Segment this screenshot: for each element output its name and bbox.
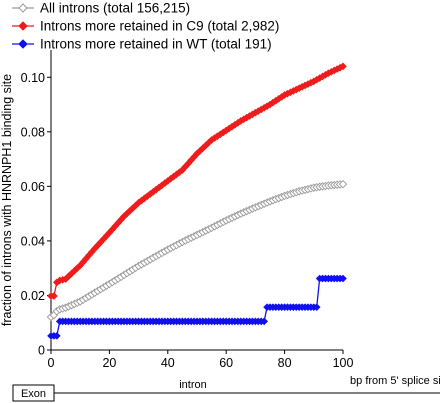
x-tick-label: 100 [333, 356, 354, 370]
legend-label-wt: Introns more retained in WT (total 191) [40, 37, 272, 52]
y-ticks: 0 0.02 0.04 0.06 0.08 0.10 [21, 71, 51, 358]
data-point [50, 292, 58, 300]
x-axis-title: bp from 5' splice site [350, 375, 440, 387]
y-axis-title: fraction of introns with HNRNPH1 binding… [0, 74, 14, 326]
x-tick-label: 20 [102, 356, 116, 370]
legend-label-c9: Introns more retained in C9 (total 2,982… [40, 19, 279, 34]
legend-marker-all-introns [18, 3, 28, 13]
exon-label: Exon [21, 388, 46, 400]
data-point [260, 317, 268, 326]
series-layer [46, 62, 348, 340]
y-tick-label: 0.02 [21, 289, 45, 303]
y-tick-label: 0.06 [21, 180, 45, 194]
x-tick-label: 80 [278, 356, 292, 370]
legend: All introns (total 156,215) Introns more… [12, 1, 279, 52]
series-line-c9 [51, 65, 344, 297]
data-point [339, 62, 347, 71]
series-c9 [47, 62, 347, 300]
legend-entry-wt: Introns more retained in WT (total 191) [12, 37, 272, 52]
series-wt [47, 274, 347, 340]
data-point [53, 331, 61, 340]
data-point [338, 179, 348, 189]
x-tick-label: 0 [48, 356, 55, 370]
legend-marker-wt [18, 39, 28, 49]
legend-entry-c9: Introns more retained in C9 (total 2,982… [12, 19, 279, 34]
legend-label-all-introns: All introns (total 156,215) [40, 1, 190, 16]
legend-marker-c9 [18, 21, 28, 31]
intron-label: intron [179, 379, 207, 391]
data-point [339, 274, 347, 283]
x-tick-label: 60 [219, 356, 233, 370]
x-tick-label: 40 [161, 356, 175, 370]
y-axis-title-group: fraction of introns with HNRNPH1 binding… [0, 74, 14, 326]
data-point [312, 303, 321, 312]
y-tick-label: 0 [38, 344, 45, 358]
legend-entry-all-introns: All introns (total 156,215) [12, 1, 190, 16]
y-tick-label: 0.08 [21, 125, 45, 139]
y-tick-label: 0.04 [21, 234, 45, 248]
axes [50, 50, 343, 351]
gene-schematic: Exon intron bp from 5' splice site [12, 375, 440, 402]
x-ticks: 0 20 40 60 80 100 [48, 350, 354, 370]
y-tick-label: 0.10 [21, 71, 45, 85]
series-all-introns [46, 179, 348, 322]
